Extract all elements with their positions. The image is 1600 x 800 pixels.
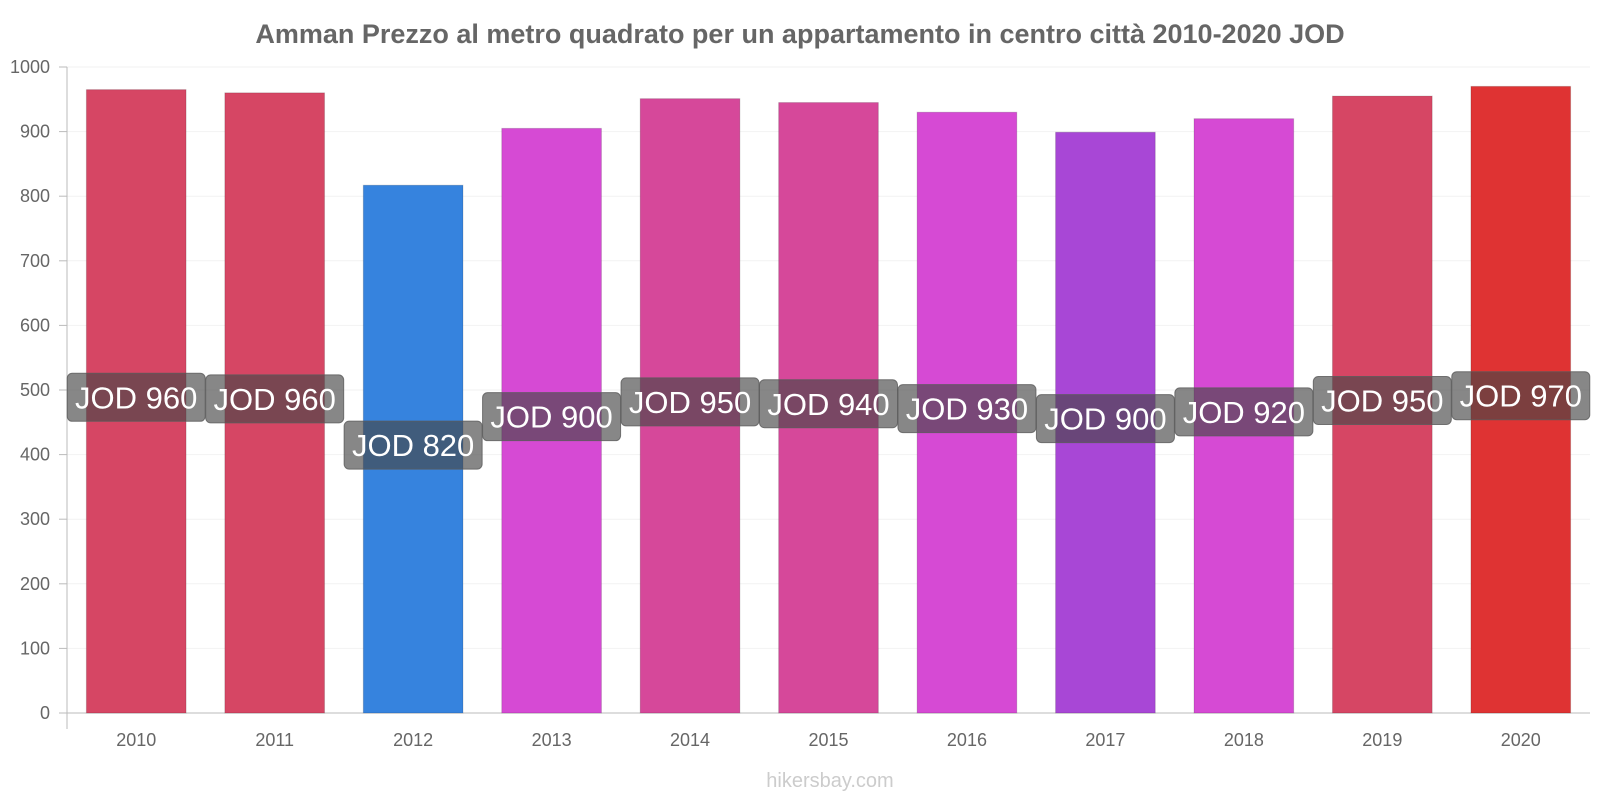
data-label-text: JOD 900	[1044, 402, 1166, 437]
data-label-2017: JOD 900	[1035, 394, 1175, 444]
data-label-text: JOD 930	[906, 392, 1028, 427]
x-tick-label: 2017	[1085, 730, 1125, 750]
x-tick-label: 2018	[1224, 730, 1264, 750]
x-tick-label: 2015	[808, 730, 848, 750]
data-label-box	[205, 374, 345, 424]
y-tick-label: 1000	[10, 57, 50, 77]
data-label-2013: JOD 900	[482, 392, 622, 442]
x-tick-label: 2020	[1501, 730, 1541, 750]
data-label-2018: JOD 920	[1174, 387, 1314, 437]
data-label-text: JOD 970	[1460, 379, 1582, 414]
data-label-text: JOD 940	[767, 387, 889, 422]
y-tick-label: 800	[20, 186, 50, 206]
axes: 0 100 200 300 400 500 600 700 800 900 1000 2010 2011…	[10, 57, 1590, 750]
x-tick-label: 2016	[947, 730, 987, 750]
data-label-2019: JOD 950	[1312, 376, 1452, 426]
data-label-text: JOD 960	[75, 380, 197, 415]
y-tick-label: 500	[20, 380, 50, 400]
y-tick-label: 400	[20, 445, 50, 465]
data-label-text: JOD 950	[1321, 384, 1443, 419]
data-label-text: JOD 900	[490, 400, 612, 435]
x-tick-label: 2019	[1362, 730, 1402, 750]
x-tick-label: 2010	[116, 730, 156, 750]
y-tick-label: 200	[20, 574, 50, 594]
x-tick-label: 2013	[532, 730, 572, 750]
y-tick-label: 300	[20, 509, 50, 529]
data-label-box	[1451, 371, 1591, 421]
data-label-text: JOD 920	[1183, 395, 1305, 430]
data-label-2016: JOD 930	[897, 384, 1037, 434]
y-tick-label: 900	[20, 122, 50, 142]
x-tick-label: 2011	[255, 730, 294, 750]
y-tick-label: 700	[20, 251, 50, 271]
data-label-2011: JOD 960	[205, 374, 345, 424]
data-label-text: JOD 950	[629, 385, 751, 420]
data-label-2010: JOD 960	[66, 372, 206, 422]
footer-watermark: hikersbay.com	[766, 770, 893, 792]
data-label-2020: JOD 970	[1451, 371, 1591, 421]
y-tick-label: 100	[20, 638, 50, 658]
data-label-text: JOD 820	[352, 428, 474, 463]
x-tick-label: 2012	[393, 730, 433, 750]
y-tick-label: 0	[40, 703, 50, 723]
data-label-text: JOD 960	[214, 382, 336, 417]
x-tick-label: 2014	[670, 730, 710, 750]
chart-title: Amman Prezzo al metro quadrato per un ap…	[255, 19, 1344, 49]
data-label-box	[343, 420, 483, 470]
y-tick-label: 600	[20, 315, 50, 335]
data-label-2015: JOD 940	[759, 379, 898, 429]
data-label-2014: JOD 950	[620, 377, 760, 427]
data-label-2012: JOD 820	[343, 420, 483, 470]
data-labels: JOD 960 JOD 960 JOD 820 JOD 900 JOD 950 JOD 9…	[66, 371, 1591, 470]
